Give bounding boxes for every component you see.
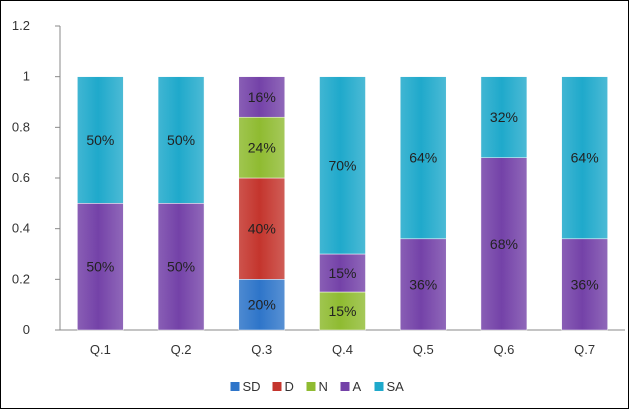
legend-swatch-n	[307, 382, 316, 391]
data-label: 32%	[490, 109, 518, 125]
legend-label-d: D	[285, 379, 294, 394]
data-label: 70%	[328, 157, 356, 173]
data-label: 50%	[167, 132, 195, 148]
data-label: 50%	[86, 132, 114, 148]
data-label: 50%	[86, 259, 114, 275]
data-label: 20%	[248, 297, 276, 313]
legend-swatch-a	[341, 382, 350, 391]
y-tick-label: 1.2	[12, 18, 30, 33]
x-tick-label: Q.4	[332, 342, 353, 357]
y-tick-label: 0	[23, 322, 30, 337]
legend-label-sa: SA	[387, 379, 405, 394]
y-tick-label: 0.2	[12, 271, 30, 286]
data-label: 36%	[409, 276, 437, 292]
x-tick-label: Q.2	[171, 342, 192, 357]
legend-swatch-d	[273, 382, 282, 391]
y-tick-label: 0.4	[12, 221, 30, 236]
x-tick-label: Q.7	[574, 342, 595, 357]
legend: SD D N A SA	[231, 379, 405, 394]
data-label: 36%	[571, 276, 599, 292]
data-label: 15%	[328, 303, 356, 319]
data-label: 64%	[409, 150, 437, 166]
x-tick-label: Q.5	[413, 342, 434, 357]
x-tick-label: Q.6	[493, 342, 514, 357]
data-label: 68%	[490, 236, 518, 252]
legend-label-a: A	[353, 379, 362, 394]
bars	[77, 77, 607, 330]
legend-swatch-sd	[231, 382, 240, 391]
data-label: 40%	[248, 221, 276, 237]
y-tick-label: 0.8	[12, 119, 30, 134]
y-tick-label: 0.6	[12, 170, 30, 185]
legend-swatch-sa	[375, 382, 384, 391]
data-label: 16%	[248, 89, 276, 105]
x-tick-label: Q.3	[251, 342, 272, 357]
legend-label-n: N	[319, 379, 328, 394]
data-label: 24%	[248, 140, 276, 156]
legend-label-sd: SD	[243, 379, 261, 394]
x-tick-label: Q.1	[90, 342, 111, 357]
data-label: 50%	[167, 259, 195, 275]
data-label: 64%	[571, 150, 599, 166]
y-tick-label: 1	[23, 69, 30, 84]
data-label: 15%	[328, 265, 356, 281]
